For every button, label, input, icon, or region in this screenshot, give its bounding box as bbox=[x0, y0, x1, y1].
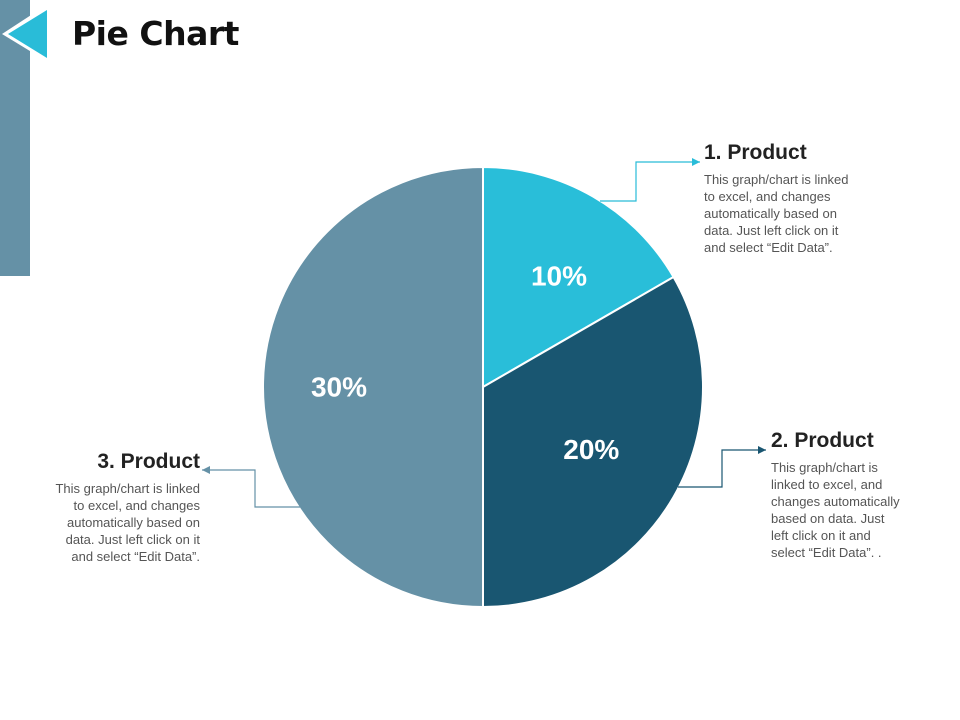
desc-line: automatically based on bbox=[67, 515, 200, 530]
slice-label-3: 30% bbox=[311, 372, 367, 403]
callout-description: This graph/chart is linked to excel, and… bbox=[771, 459, 923, 561]
connector-line-3 bbox=[202, 469, 300, 508]
callout-product-2: 2. Product This graph/chart is linked to… bbox=[771, 429, 923, 561]
desc-line: This graph/chart is bbox=[771, 460, 878, 475]
pie-slice-3 bbox=[262, 165, 484, 609]
desc-line: data. Just left click on it bbox=[704, 223, 839, 238]
desc-line: select “Edit Data”. . bbox=[771, 545, 882, 560]
desc-line: and select “Edit Data”. bbox=[71, 549, 200, 564]
callout-product-1: 1. Product This graph/chart is linked to… bbox=[704, 141, 874, 256]
arrowhead-icon bbox=[758, 446, 766, 454]
desc-line: This graph/chart is linked bbox=[704, 172, 849, 187]
desc-line: to excel, and changes bbox=[704, 189, 831, 204]
back-arrow-icon[interactable] bbox=[0, 0, 64, 64]
callout-product-3: 3. Product This graph/chart is linked to… bbox=[30, 450, 200, 565]
page-title: Pie Chart bbox=[72, 14, 239, 53]
pie-slice-1 bbox=[482, 165, 675, 389]
desc-line: linked to excel, and bbox=[771, 477, 883, 492]
slice-label-1: 10% bbox=[531, 261, 587, 292]
callout-title: 2. Product bbox=[771, 429, 874, 452]
slice-label-2: 20% bbox=[563, 434, 619, 465]
desc-line: left click on it and bbox=[771, 528, 871, 543]
connector-line-2 bbox=[678, 449, 766, 488]
desc-line: and select “Edit Data”. bbox=[704, 240, 833, 255]
callout-title: 3. Product bbox=[97, 450, 200, 473]
desc-line: automatically based on bbox=[704, 206, 837, 221]
arrowhead-icon bbox=[692, 158, 700, 166]
connector-line-1 bbox=[600, 161, 700, 202]
desc-line: This graph/chart is linked bbox=[55, 481, 200, 496]
desc-line: data. Just left click on it bbox=[65, 532, 200, 547]
pie-slice-2 bbox=[482, 275, 704, 609]
arrowhead-icon bbox=[202, 466, 210, 474]
desc-line: changes automatically bbox=[771, 494, 900, 509]
callout-title: 1. Product bbox=[704, 141, 807, 164]
desc-line: to excel, and changes bbox=[73, 498, 200, 513]
desc-line: based on data. Just bbox=[771, 511, 885, 526]
callout-description: This graph/chart is linked to excel, and… bbox=[30, 480, 200, 565]
callout-description: This graph/chart is linked to excel, and… bbox=[704, 171, 874, 256]
